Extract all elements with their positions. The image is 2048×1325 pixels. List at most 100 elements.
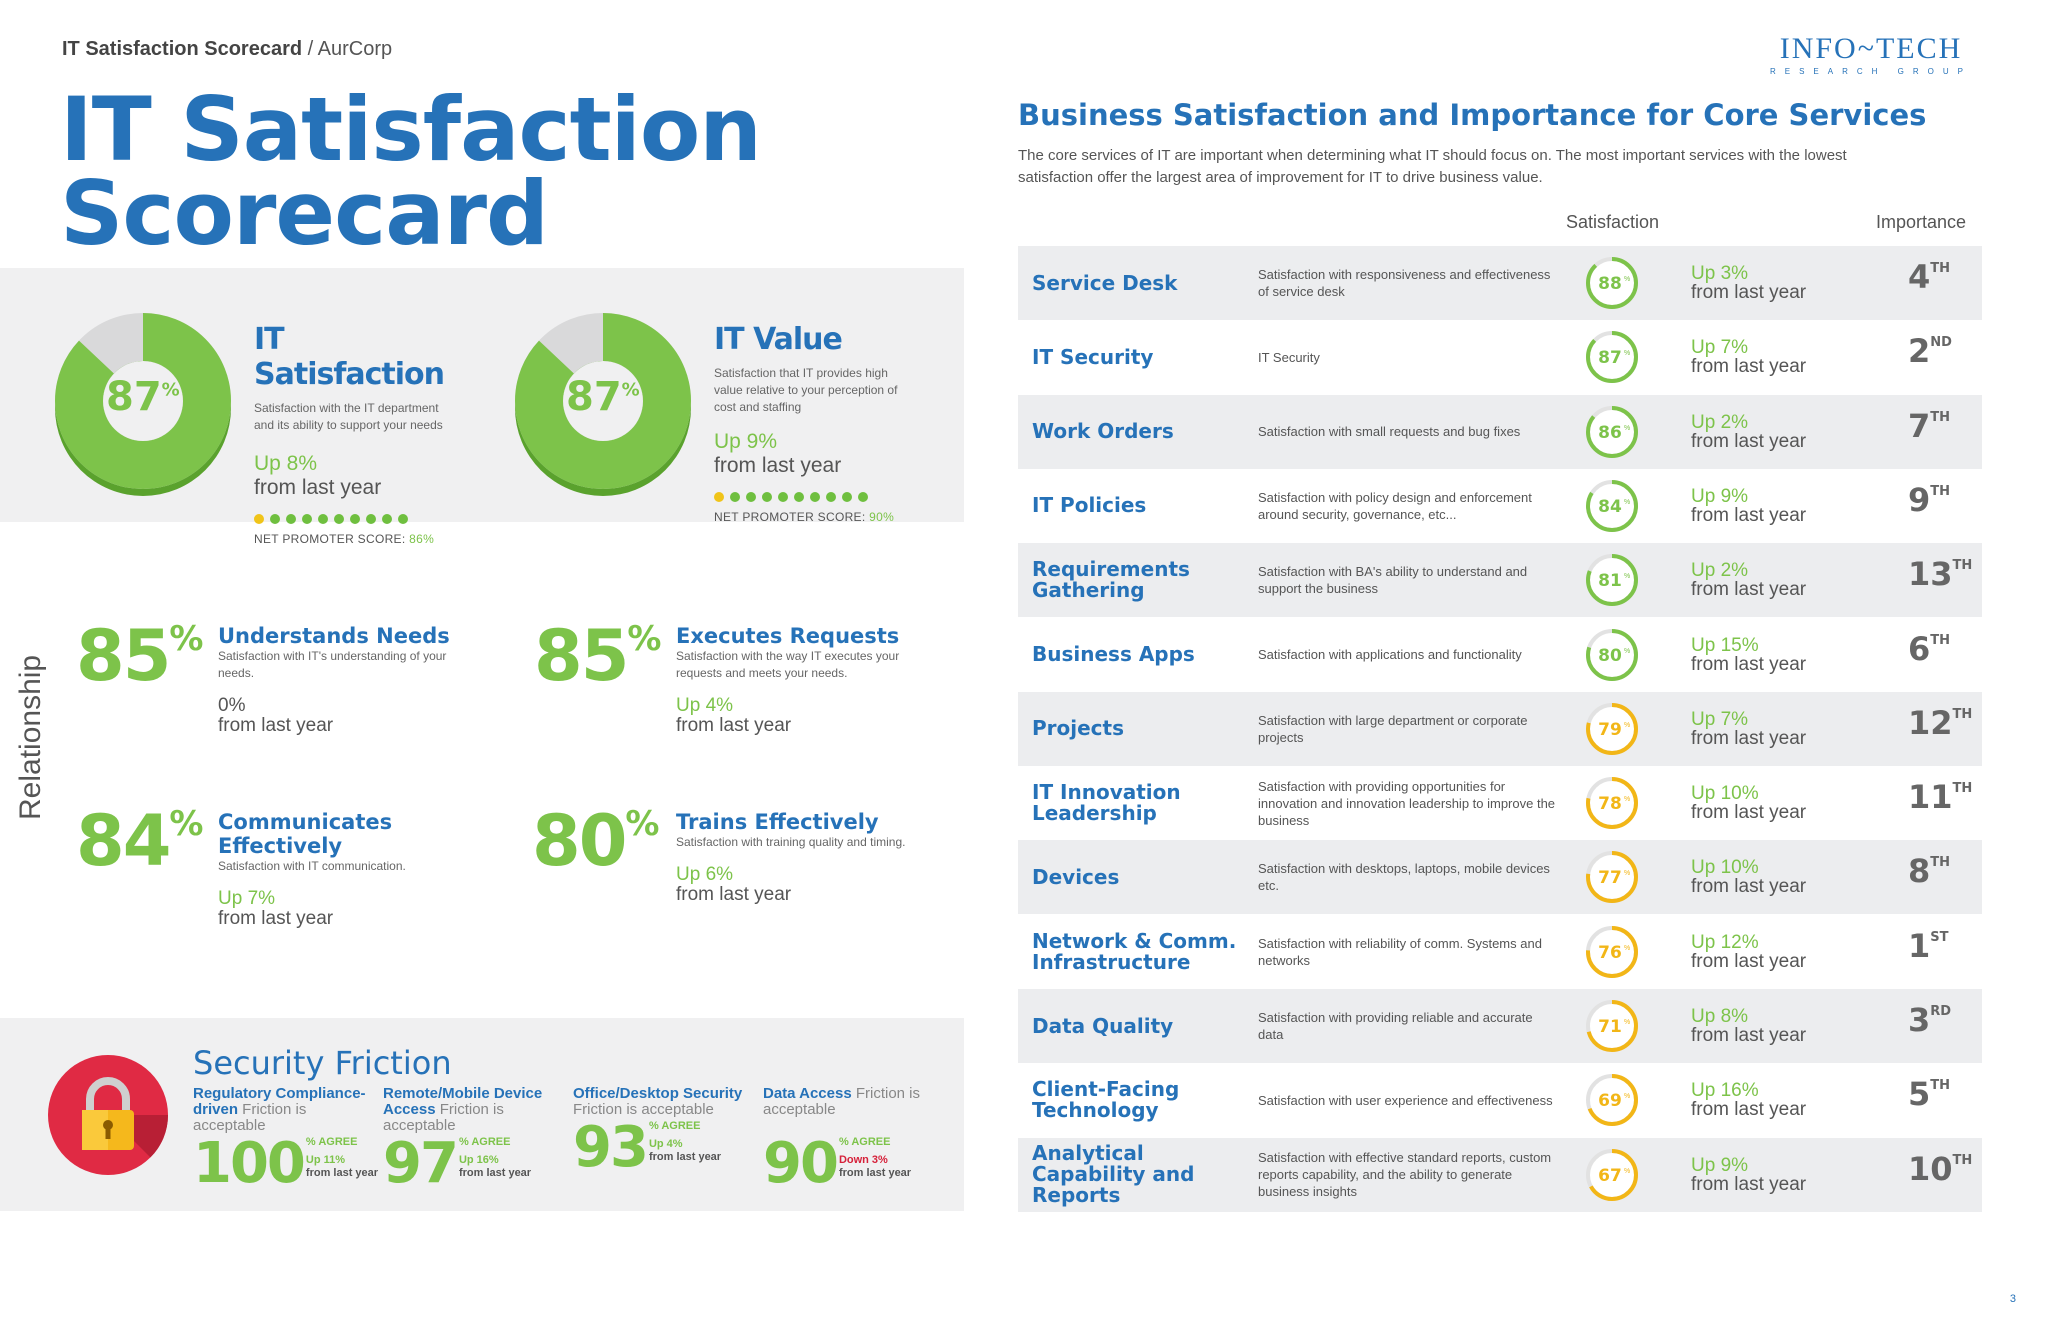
service-change: Up 9% from last year xyxy=(1691,1156,1806,1194)
kpi-title: IT Value xyxy=(714,322,843,357)
service-change-value: Up 15% xyxy=(1691,634,1759,656)
security-item-change-value: Up 4% xyxy=(648,1138,683,1150)
it-satisfaction-donut: 87% xyxy=(48,308,238,503)
ring-percent: % xyxy=(1624,425,1630,432)
ring-percent: % xyxy=(1624,1093,1630,1100)
ring-value: 80 xyxy=(1598,646,1622,666)
security-item-label: Remote/Mobile Device Access Friction is … xyxy=(383,1086,573,1134)
metric-from: from last year xyxy=(676,715,792,736)
satisfaction-ring: 87 % xyxy=(1586,331,1638,384)
ring-percent: % xyxy=(1624,350,1630,357)
service-change: Up 7% from last year xyxy=(1691,338,1806,376)
metric-change: Up 4% xyxy=(676,695,734,716)
service-change: Up 2% from last year xyxy=(1691,413,1806,451)
nps-label: NET PROMOTER SCORE: 86% xyxy=(254,532,474,546)
security-item-label-rest: Friction is acceptable xyxy=(193,1101,307,1134)
metric-communicates-effectively: 84% xyxy=(76,800,204,882)
service-name: Data Quality xyxy=(1032,1013,1174,1038)
security-item-value: 93 xyxy=(573,1115,649,1180)
ring-arc xyxy=(1586,851,1638,904)
service-name: Work Orders xyxy=(1032,419,1174,444)
satisfaction-ring: 69 % xyxy=(1586,1074,1638,1127)
ring-arc xyxy=(1586,925,1638,978)
it-value-donut-chart xyxy=(515,313,691,496)
ring-value: 84 xyxy=(1598,497,1622,517)
metric-from: from last year xyxy=(676,884,792,905)
service-desc: Satisfaction with reliability of comm. S… xyxy=(1258,935,1542,968)
security-item-label-rest: Friction is acceptable xyxy=(573,1101,714,1118)
ring-value: 86 xyxy=(1598,423,1622,443)
ring-arc xyxy=(1586,479,1638,532)
importance-rank: 5TH xyxy=(1908,1075,1950,1113)
relationship-label: Relationship xyxy=(14,654,47,820)
it-value-donut: 87% xyxy=(508,308,698,503)
kpi-desc: Satisfaction that IT provides high value… xyxy=(714,366,898,414)
kpi-value: 87% xyxy=(566,374,640,420)
security-item-label-bold: Regulatory Compliance-driven xyxy=(193,1085,366,1118)
service-name: Projects xyxy=(1032,716,1125,741)
importance-rank: 4TH xyxy=(1908,258,1950,296)
kpi-title: IT Satisfaction xyxy=(254,322,445,392)
donut-arc xyxy=(55,313,231,489)
metric-trains-effectively-text: Trains Effectively Satisfaction with tra… xyxy=(676,810,936,906)
metric-executes-requests: 85% xyxy=(534,615,662,697)
rank-suffix: TH xyxy=(1930,409,1951,425)
security-item-label-rest: Friction is acceptable xyxy=(763,1085,921,1118)
security-item-label-bold: Office/Desktop Security xyxy=(573,1085,743,1102)
rank-number: 7 xyxy=(1908,406,1931,445)
metric-value-number: 85 xyxy=(534,615,629,697)
metric-change: Up 6% xyxy=(676,864,734,885)
logo-wordmark: INFO~TECH xyxy=(1779,32,1963,65)
security-item-change: Up 4% from last year xyxy=(649,1138,721,1164)
breadcrumb-separator: / xyxy=(302,38,318,60)
importance-rank: 3RD xyxy=(1908,1001,1951,1039)
service-desc: Satisfaction with effective standard rep… xyxy=(1258,1150,1552,1200)
service-from: from last year xyxy=(1691,579,1807,601)
importance-rank: 2ND xyxy=(1908,332,1952,370)
kpi-it-value: IT Value Satisfaction that IT provides h… xyxy=(714,322,934,524)
service-change: Up 2% from last year xyxy=(1691,561,1806,599)
ring-arc xyxy=(1586,628,1638,681)
security-item-value: 100 xyxy=(193,1131,306,1196)
rank-suffix: RD xyxy=(1930,1004,1952,1019)
service-name: Devices xyxy=(1032,864,1120,889)
kpi-desc: Satisfaction with the IT department and … xyxy=(254,401,443,432)
satisfaction-ring: 84 % xyxy=(1586,479,1638,532)
metric-title: Executes Requests xyxy=(676,624,900,648)
service-row: Work Orders Satisfaction with small requ… xyxy=(1018,394,1982,469)
service-change: Up 10% from last year xyxy=(1691,858,1806,896)
service-desc: Satisfaction with policy design and enfo… xyxy=(1258,489,1532,522)
metric-communicates-effectively-text: Communicates Effectively Satisfaction wi… xyxy=(218,810,498,930)
security-item-from: from last year xyxy=(648,1151,722,1163)
page-title-line1: IT Satisfaction xyxy=(60,78,762,181)
nps-label-text: NET PROMOTER SCORE: xyxy=(254,532,410,546)
service-change-value: Up 8% xyxy=(1691,1006,1749,1027)
service-row: Data Quality Satisfaction with providing… xyxy=(1018,989,1982,1063)
service-desc: Satisfaction with user experience and ef… xyxy=(1258,1092,1553,1108)
security-item-change-value: Up 11% xyxy=(305,1154,346,1166)
service-desc: Satisfaction with BA's ability to unders… xyxy=(1258,564,1528,597)
security-item-from: from last year xyxy=(305,1167,379,1179)
kpi-change: Up 9% xyxy=(714,430,778,453)
security-item-label: Regulatory Compliance-driven Friction is… xyxy=(193,1086,383,1134)
satisfaction-ring: 79 % xyxy=(1586,702,1638,755)
security-item-change-value: Down 3% xyxy=(838,1154,888,1166)
security-item-office-desktop: Office/Desktop Security Friction is acce… xyxy=(573,1086,763,1176)
importance-rank: 12TH xyxy=(1908,704,1972,742)
importance-rank: 1ST xyxy=(1908,927,1949,965)
rank-suffix: TH xyxy=(1930,1078,1951,1094)
it-satisfaction-donut-chart xyxy=(55,313,231,496)
metric-value: 85% xyxy=(76,615,204,697)
service-change: Up 7% from last year xyxy=(1691,710,1806,748)
security-item-change: Up 16% from last year xyxy=(459,1154,531,1180)
security-item-label: Data Access Friction is acceptable xyxy=(763,1086,953,1118)
ring-value: 79 xyxy=(1598,720,1622,740)
metric-desc: Satisfaction with the way IT executes yo… xyxy=(676,649,900,680)
metric-trains-effectively: 80% xyxy=(532,800,660,882)
service-desc: Satisfaction with providing reliable and… xyxy=(1258,1010,1533,1042)
service-name: Service Desk xyxy=(1032,270,1178,295)
metric-desc: Satisfaction with training quality and t… xyxy=(676,835,906,849)
security-friction-title: Security Friction xyxy=(193,1044,452,1082)
metric-understands-needs-text: Understands Needs Satisfaction with IT's… xyxy=(218,624,468,737)
lock-icon-graphic xyxy=(82,1077,168,1175)
